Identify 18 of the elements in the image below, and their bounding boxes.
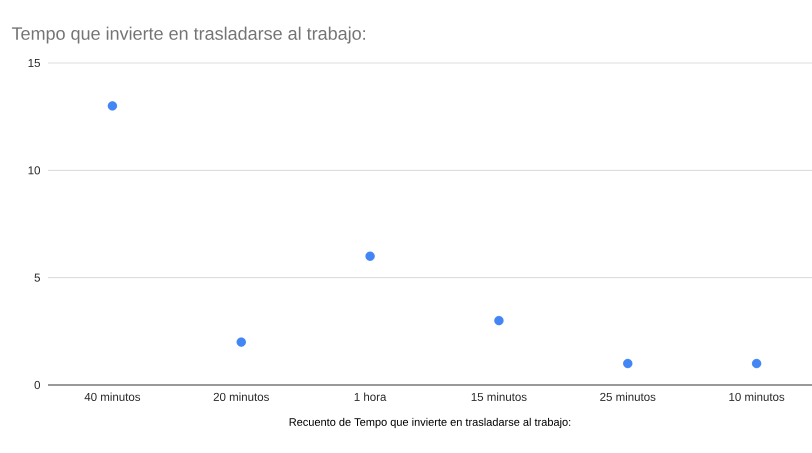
y-tick-label: 10 [28,166,40,174]
y-tick-label: 5 [34,274,40,282]
point [365,252,375,261]
point [752,358,762,368]
x-axis-title: Recuento de Tempo que invierte en trasladarse al trabajo: [290,418,570,428]
x-tick-label: 1 hora [354,392,386,401]
x-tick-label: 40 minutos [84,392,140,401]
x-tick-label: 25 minutos [600,392,656,401]
x-tick-label: 15 minutos [472,392,527,401]
x-tick-label: 20 minutos [214,392,269,401]
point [623,358,632,368]
x-tick-label: 10 minutos [729,392,784,401]
point [494,316,504,326]
point [236,337,246,347]
chart-title: Tempo que invierte en trasladarse al trabajo: [12,26,366,44]
point [108,101,118,111]
y-tick-label: 15 [28,58,40,68]
y-tick-label: 0 [34,380,40,390]
